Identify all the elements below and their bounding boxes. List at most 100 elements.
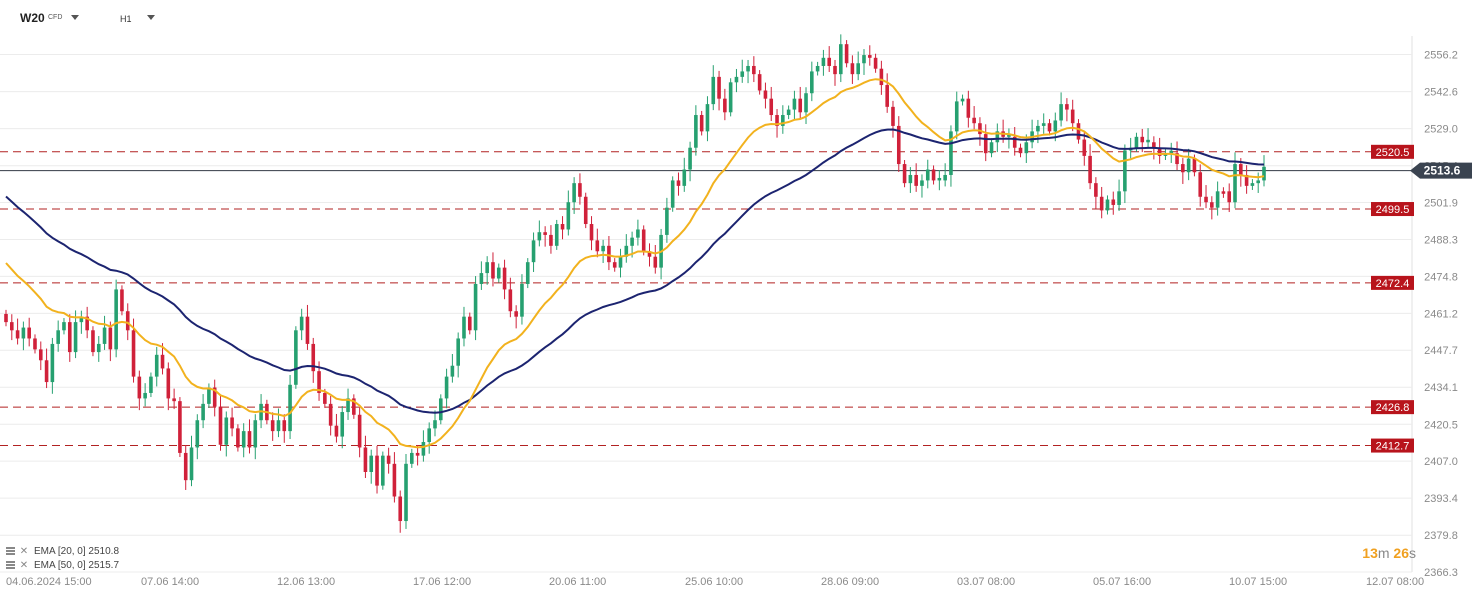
candle-body [560,224,565,230]
candle-body [172,398,176,402]
x-axis: 04.06.2024 15:00 07.06 14:00 12.06 13:00 17… [6,576,1424,588]
timer-seconds-unit: s [1409,545,1416,561]
menu-icon[interactable] [6,547,15,555]
candle-body [1134,136,1139,148]
candle-body [815,65,820,72]
candle-body [120,289,124,312]
candle-body [641,229,646,252]
price-level-tag [1371,202,1414,217]
candle-body [201,403,205,421]
candle-body [438,398,443,421]
candle-body [143,392,147,399]
candle-body [734,76,739,83]
candle-body [149,376,153,393]
candle-body [253,420,258,448]
candle-body [375,455,379,486]
close-icon[interactable]: ✕ [19,560,29,571]
current-price-badge [1410,162,1472,179]
candle-body [1146,139,1150,143]
timer-minutes: 13 [1362,545,1378,561]
candle-body [873,57,878,69]
candle-body [1215,191,1220,208]
candle-body [1152,142,1156,148]
candle-body [270,420,275,432]
y-tick-label: 2488.3 [1424,235,1458,247]
candle-body [1024,142,1029,154]
candle-body [21,327,26,339]
candle-body [131,330,136,377]
y-tick-label: 2474.8 [1424,271,1458,283]
candle-body [1018,147,1023,154]
candle-body [485,262,489,274]
timeframe-dropdown-chevron-down-icon[interactable] [147,15,155,20]
candle-body [415,452,420,456]
candle-body [346,398,350,413]
candle-body [1233,164,1237,203]
x-tick-label: 04.06.2024 15:00 [6,576,92,588]
candle-body [978,123,982,135]
candle-body [636,229,640,238]
x-tick-label: 17.06 12:00 [413,576,471,588]
candle-body [27,327,31,339]
y-tick-label: 2461.2 [1424,308,1458,320]
candle-body [85,316,89,331]
symbol-name[interactable]: W20 [20,11,45,25]
candle-body [572,183,576,203]
timeframe-selector[interactable]: H1 [120,14,132,24]
candle-body [554,224,559,246]
candle-body [340,412,345,437]
candle-body [421,442,426,456]
candle-body [125,311,130,331]
candle-body [1262,166,1266,181]
candle-body [740,71,745,77]
candle-body [537,232,542,241]
indicator-ema20: ✕ EMA [20, 0] 2510.8 [6,545,119,558]
candle-body [73,322,78,353]
candle-body [479,273,484,284]
candle-body [224,417,229,445]
candle-body [653,256,658,268]
y-tick-label: 2556.2 [1424,50,1458,62]
level-labels: 2520.5 2499.5 2472.4 2426.8 2412.7 [1371,144,1414,453]
candle-body [334,425,339,437]
candle-body [549,234,553,246]
candle-body [914,174,918,186]
candle-body [850,63,855,75]
candle-body [1198,172,1203,197]
candle-body [38,349,43,361]
candle-body [966,98,971,118]
candle-body [9,322,14,331]
menu-icon[interactable] [6,561,15,569]
candle-body [467,316,472,331]
symbol-dropdown-chevron-down-icon[interactable] [71,15,79,20]
candle-body [218,406,223,445]
candle-body [288,384,292,432]
candle-body [195,420,200,448]
candle-body [1047,123,1052,132]
candle-body [862,55,866,64]
candle-body [294,330,298,385]
candle-body [885,85,889,107]
candle-body [363,447,368,472]
candle-body [50,343,55,383]
candle-body [607,245,611,263]
ema50-line [5,128,1265,414]
price-level-tag [1371,400,1414,415]
candle-body [1175,153,1179,165]
chart-toolbar: W20 CFD H1 [0,0,400,36]
candle-body [502,267,507,290]
candle-body [357,414,362,448]
candle-body [531,240,536,263]
close-icon[interactable]: ✕ [19,546,29,557]
price-level-value: 2472.4 [1376,278,1410,290]
candle-body [305,316,310,344]
candle-body [954,101,959,132]
candle-body [833,65,837,75]
candle-body [44,360,49,383]
candle-body [15,330,20,339]
candle-body [1082,139,1087,156]
current-price-value: 2513.6 [1424,164,1461,178]
candle-body [462,316,466,339]
candle-body [1070,109,1075,124]
